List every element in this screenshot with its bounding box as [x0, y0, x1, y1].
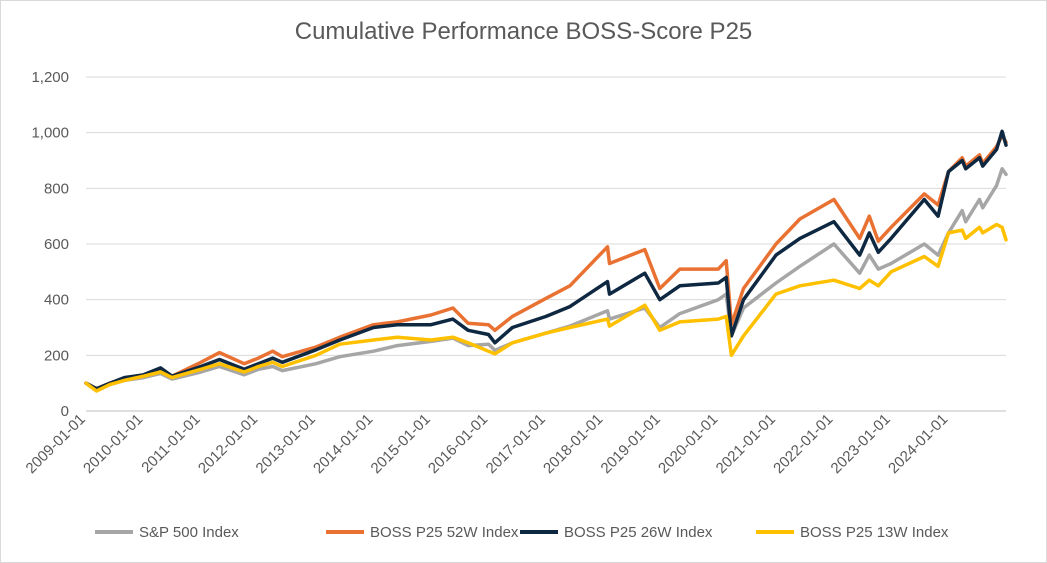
legend-item: BOSS P25 52W Index: [326, 522, 518, 542]
series-line-3: [84, 222, 1008, 393]
x-tick-label: 2015-01-01: [368, 411, 434, 477]
legend-item: BOSS P25 13W Index: [756, 522, 948, 542]
chart-legend: S&P 500 Index BOSS P25 52W Index BOSS P25 …: [0, 522, 1047, 542]
x-tick-label: 2021-01-01: [713, 411, 779, 477]
y-tick-label: 800: [44, 180, 69, 197]
y-tick-label: 1,200: [31, 69, 69, 86]
y-tick-label: 0: [61, 403, 69, 420]
legend-swatch: [95, 530, 133, 534]
legend-label: BOSS P25 13W Index: [800, 523, 949, 541]
legend-swatch: [520, 530, 558, 534]
x-tick-label: 2018-01-01: [540, 411, 606, 477]
x-tick-label: 2020-01-01: [655, 411, 721, 477]
x-tick-label: 2010-01-01: [80, 411, 146, 477]
y-tick-label: 600: [44, 236, 69, 253]
y-tick-label: 1,000: [31, 125, 69, 142]
legend-label: BOSS P25 26W Index: [564, 523, 713, 541]
x-tick-label: 2012-01-01: [195, 411, 261, 477]
x-tick-label: 2011-01-01: [138, 411, 203, 476]
chart-title: Cumulative Performance BOSS-Score P25: [294, 18, 753, 45]
y-tick-label: 400: [44, 292, 69, 309]
series-line-2: [84, 129, 1008, 391]
x-tick-label: 2009-01-01: [23, 411, 89, 477]
legend-label: BOSS P25 52W Index: [370, 523, 519, 541]
series-line-1: [84, 133, 1008, 391]
legend-swatch: [756, 530, 794, 534]
legend-label: S&P 500 Index: [139, 523, 239, 541]
legend-swatch: [326, 530, 364, 534]
x-tick-label: 2024-01-01: [885, 411, 951, 477]
legend-item: S&P 500 Index: [95, 522, 239, 542]
legend-item: BOSS P25 26W Index: [520, 522, 712, 542]
x-tick-label: 2017-01-01: [483, 411, 549, 477]
x-tick-label: 2023-01-01: [828, 411, 894, 477]
x-tick-label: 2022-01-01: [770, 411, 836, 477]
series-line-0: [84, 167, 1008, 392]
y-tick-label: 200: [44, 347, 69, 364]
x-tick-label: 2016-01-01: [425, 411, 491, 477]
x-tick-label: 2014-01-01: [310, 411, 376, 477]
x-tick-label: 2013-01-01: [253, 411, 319, 477]
x-tick-label: 2019-01-01: [598, 411, 664, 477]
